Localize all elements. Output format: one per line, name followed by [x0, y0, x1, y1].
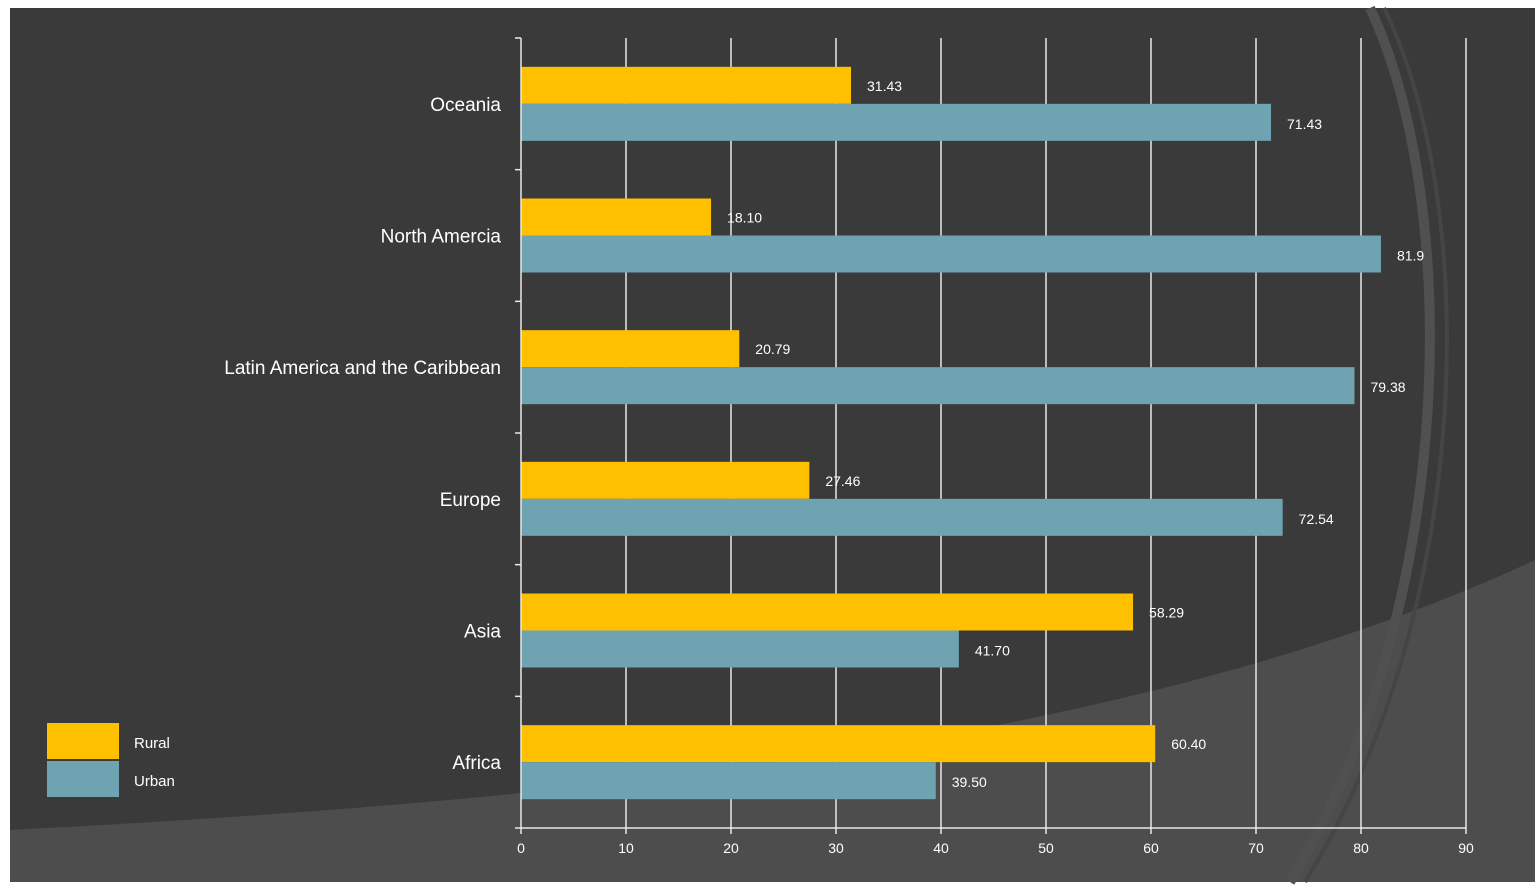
data-label-urban: 79.38	[1370, 379, 1405, 395]
x-tick-label: 80	[1353, 840, 1369, 856]
legend-swatch-urban	[47, 761, 119, 797]
data-label-urban: 41.70	[975, 643, 1010, 659]
data-label-rural: 31.43	[867, 78, 902, 94]
legend-label-rural: Rural	[134, 735, 170, 752]
data-label-rural: 60.40	[1171, 736, 1206, 752]
x-tick-label: 20	[723, 840, 739, 856]
x-tick-label: 60	[1143, 840, 1159, 856]
x-tick-label: 70	[1248, 840, 1264, 856]
decorative-arc	[1303, 7, 1449, 884]
bar-urban	[521, 630, 959, 668]
bar-rural	[521, 66, 852, 104]
data-label-urban: 39.50	[952, 774, 987, 790]
data-labels: 60.40 39.50 58.29 41.70 27.46 72.54 20.79 79.38…	[727, 78, 1424, 790]
x-tick-label: 0	[517, 840, 525, 856]
x-tick-label: 50	[1038, 840, 1054, 856]
data-label-rural: 27.46	[825, 473, 860, 489]
legend-swatch-rural	[47, 723, 119, 759]
gridlines	[625, 38, 1467, 828]
bar-rural	[521, 593, 1134, 631]
bars	[521, 66, 1381, 800]
axes: 0 10 20 30 40 50 60 70 80 90 Africa Asia Europe Latin…	[224, 37, 1474, 856]
decorative-arc	[1285, 5, 1435, 885]
data-label-urban: 72.54	[1299, 511, 1334, 527]
bar-urban	[521, 235, 1381, 273]
bar-rural	[521, 198, 712, 236]
category-label: Africa	[452, 753, 501, 774]
category-label: Asia	[464, 622, 501, 643]
bar-urban	[521, 762, 936, 800]
bar-urban	[521, 367, 1355, 405]
x-tick-label: 30	[828, 840, 844, 856]
category-label: Latin America and the Caribbean	[224, 358, 501, 379]
bar-rural	[521, 461, 810, 499]
bar-urban	[521, 498, 1283, 536]
data-label-rural: 18.10	[727, 210, 762, 226]
legend-label-urban: Urban	[134, 773, 175, 790]
data-label-rural: 20.79	[755, 341, 790, 357]
data-label-urban: 81.9	[1397, 248, 1424, 264]
x-tick-label: 40	[933, 840, 949, 856]
bar-rural	[521, 725, 1156, 763]
x-tick-label: 10	[618, 840, 634, 856]
category-label: Oceania	[430, 95, 501, 116]
category-label: North Amercia	[381, 227, 502, 248]
legend: Rural Urban	[47, 723, 175, 797]
category-label: Europe	[440, 490, 501, 511]
data-label-urban: 71.43	[1287, 116, 1322, 132]
bar-rural	[521, 330, 740, 368]
data-label-rural: 58.29	[1149, 605, 1184, 621]
x-tick-label: 90	[1458, 840, 1474, 856]
decorative-swoosh	[10, 560, 1535, 882]
bar-urban	[521, 103, 1272, 141]
